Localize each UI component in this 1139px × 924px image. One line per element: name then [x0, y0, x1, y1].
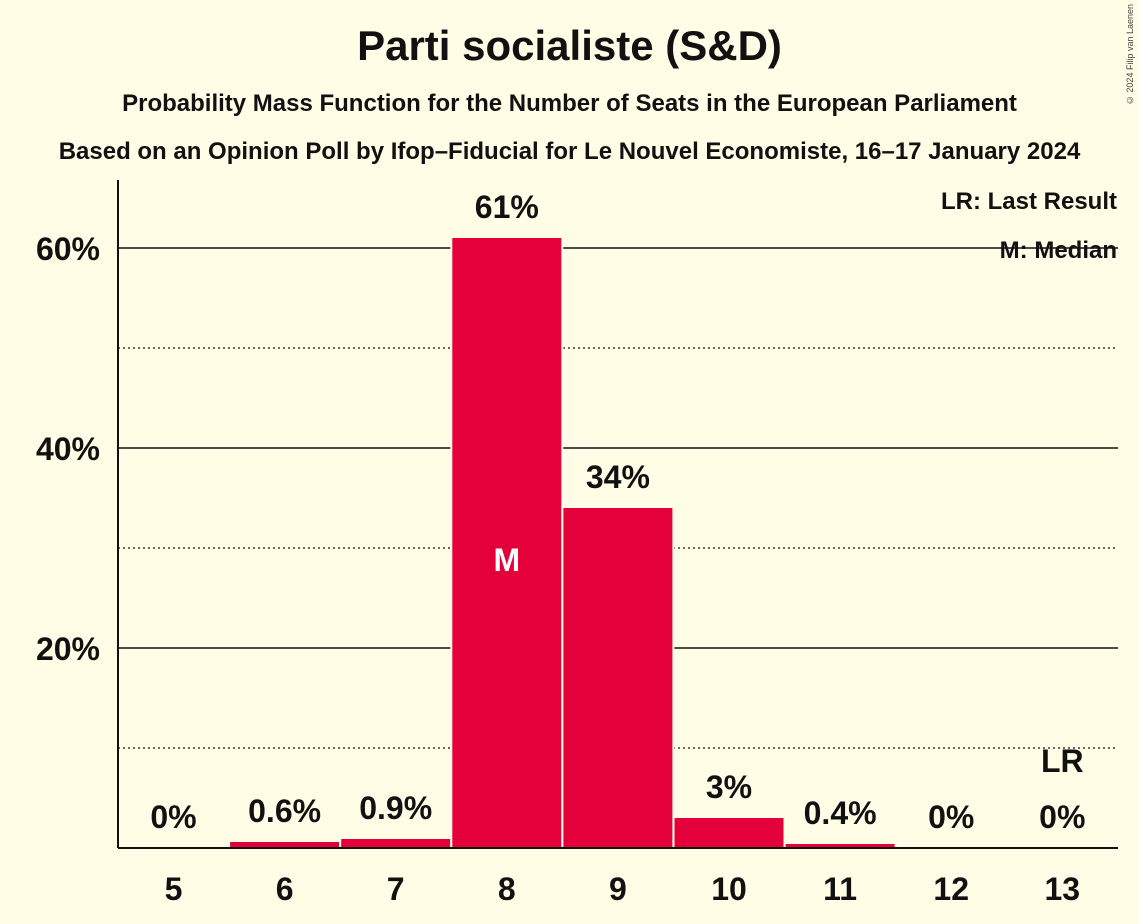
- bar: [674, 818, 784, 848]
- x-tick-label: 12: [933, 871, 969, 907]
- x-tick-label: 13: [1045, 871, 1081, 907]
- bar: [785, 844, 895, 848]
- x-tick-label: 11: [823, 871, 857, 907]
- legend-last-result: LR: Last Result: [941, 188, 1117, 215]
- x-tick-label: 5: [165, 871, 183, 907]
- data-label: 0.4%: [804, 795, 877, 831]
- last-result-marker: LR: [1041, 743, 1084, 779]
- y-tick-label: 60%: [36, 231, 100, 267]
- data-label: 61%: [475, 189, 539, 225]
- data-label: 3%: [706, 769, 752, 805]
- bar: [230, 842, 340, 848]
- bars-layer: [228, 236, 897, 848]
- y-tick-label: 40%: [36, 431, 100, 467]
- data-label: 0%: [150, 799, 196, 835]
- chart-source: Based on an Opinion Poll by Ifop–Fiducia…: [58, 138, 1081, 165]
- median-marker: M: [493, 542, 520, 578]
- x-tick-label: 9: [609, 871, 627, 907]
- x-tick-label: 8: [498, 871, 516, 907]
- bar: [341, 839, 451, 848]
- bar: [452, 238, 562, 848]
- data-label: 0.6%: [248, 793, 321, 829]
- axes-layer: [117, 180, 1118, 849]
- data-label: 34%: [586, 459, 650, 495]
- data-label: 0%: [928, 799, 974, 835]
- chart-title: Parti socialiste (S&D): [357, 22, 782, 69]
- legend-median: M: Median: [1000, 237, 1117, 264]
- data-label: 0%: [1039, 799, 1085, 835]
- bar: [563, 508, 673, 848]
- x-tick-label: 7: [387, 871, 405, 907]
- data-label: 0.9%: [359, 790, 432, 826]
- y-tick-label: 20%: [36, 631, 100, 667]
- labels-layer: 20% 40% 60% 0% 5 0.6% 6 0.9% 7 61% 8 M 34% 9 3% 10 0.4% 1…: [36, 189, 1085, 907]
- x-tick-label: 6: [276, 871, 294, 907]
- x-tick-label: 10: [711, 871, 747, 907]
- chart-subtitle: Probability Mass Function for the Number…: [122, 90, 1017, 117]
